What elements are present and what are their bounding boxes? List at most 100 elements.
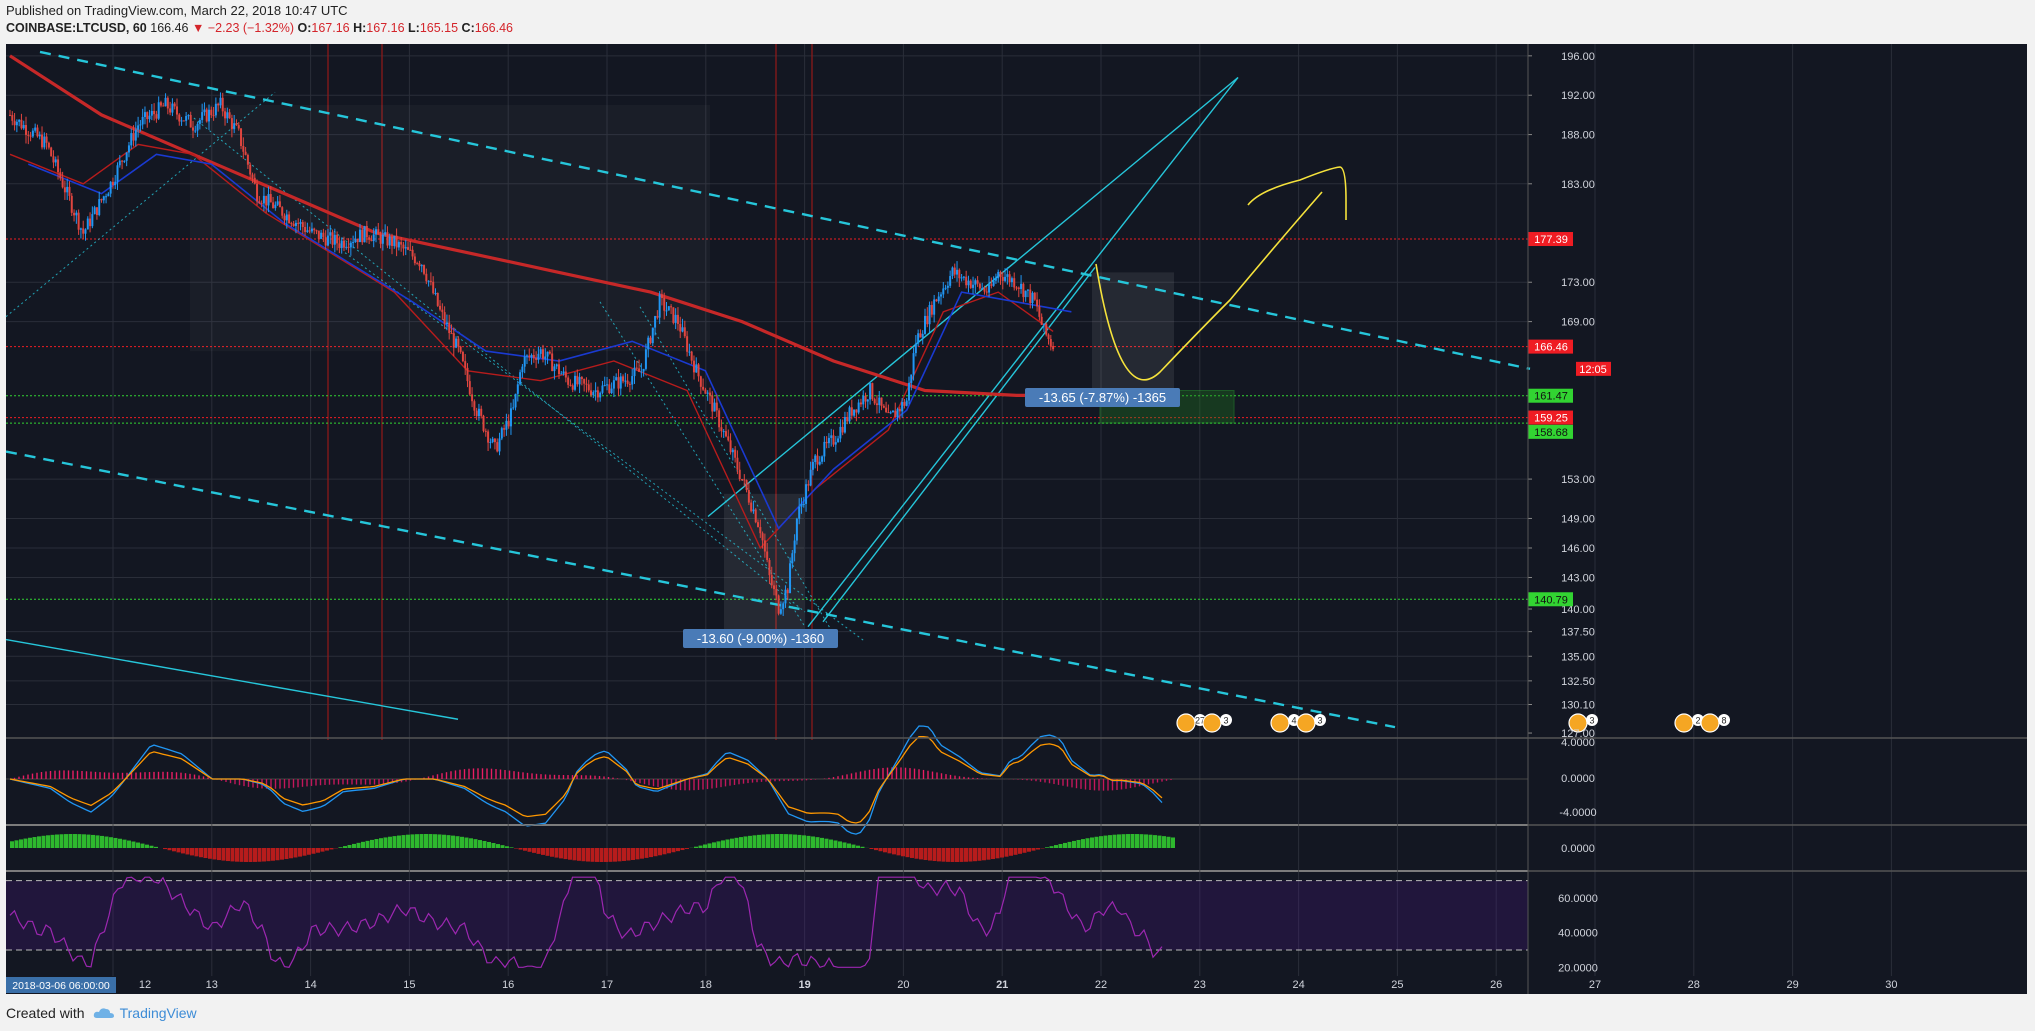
candle-body <box>148 115 151 120</box>
candle-body <box>260 203 263 205</box>
histogram-bar <box>149 845 154 848</box>
candle-body <box>841 426 844 433</box>
histogram-bar <box>793 834 797 848</box>
candle-body <box>146 112 149 120</box>
candle-body <box>848 407 851 422</box>
candle-body <box>107 193 110 197</box>
histogram-bar <box>1072 840 1076 848</box>
histogram-bar <box>1049 846 1054 848</box>
candle-body <box>608 384 611 394</box>
range-shade-1 <box>724 493 804 632</box>
candle-body <box>31 130 34 137</box>
price-chart[interactable]: -13.60 (-9.00%) -1360 -13.65 (-7.87%) -13… <box>0 0 2035 1000</box>
price-marker-text: 158.68 <box>1534 427 1568 439</box>
range-shade-3 <box>190 105 710 351</box>
candle-body <box>322 232 325 238</box>
candle-body <box>109 181 112 194</box>
candle-body <box>130 133 133 146</box>
candle-body <box>187 115 190 117</box>
histogram-bar <box>1045 847 1049 848</box>
candle-body <box>91 214 94 227</box>
candle-body <box>704 389 707 394</box>
rsi-band <box>6 880 1528 950</box>
candle-body <box>617 377 620 389</box>
candle-body <box>523 356 526 367</box>
histogram-bar <box>604 848 608 862</box>
event-flag-icon <box>1674 713 1694 733</box>
candle-body <box>281 207 284 216</box>
candle-body <box>795 518 798 541</box>
histogram-bar <box>86 834 91 848</box>
price-marker-text: 177.39 <box>1534 234 1568 246</box>
histogram-bar <box>1076 839 1081 848</box>
candle-body <box>132 133 135 141</box>
candle-body <box>528 355 531 358</box>
candle-body <box>745 480 748 490</box>
candle-body <box>553 366 556 372</box>
fan-line <box>5 91 276 318</box>
candle-body <box>727 436 730 441</box>
macd-axis-label: 0.0000 <box>1561 773 1595 785</box>
histogram-bar <box>95 835 100 848</box>
change-arrow: ▼ <box>191 21 205 35</box>
candle-body <box>885 407 888 413</box>
tradingview-logo[interactable]: TradingView <box>93 1005 197 1021</box>
candle-body <box>869 383 872 400</box>
candle-body <box>52 156 55 163</box>
candle-body <box>1029 289 1032 304</box>
histogram-bar <box>923 848 928 861</box>
candle-body <box>708 392 711 396</box>
candle-body <box>940 294 943 297</box>
candle-body <box>624 380 627 382</box>
candle-body <box>299 222 302 224</box>
candle-body <box>988 284 991 293</box>
candle-body <box>175 106 178 115</box>
candle-body <box>244 151 247 155</box>
candle-body <box>189 115 192 128</box>
time-label: 15 <box>403 979 415 991</box>
candle-body <box>370 239 373 242</box>
histogram-bar <box>896 848 901 856</box>
candle-body <box>681 327 684 332</box>
histogram-bar <box>842 842 847 848</box>
candle-body <box>763 540 766 552</box>
histogram-bar <box>455 836 460 848</box>
histogram-bar <box>644 848 649 858</box>
histogram-bar <box>788 834 793 848</box>
candle-body <box>432 281 435 294</box>
rsi: 60.0000 40.0000 20.0000 <box>6 876 1598 974</box>
histogram-bar <box>982 848 986 861</box>
price-label: 196.00 <box>1561 51 1595 63</box>
histogram-bar <box>410 834 415 848</box>
histogram-bar <box>136 842 140 848</box>
wedge-lower <box>822 267 1096 623</box>
candle-body <box>747 489 750 503</box>
candle-body <box>290 223 293 225</box>
candle-body <box>336 234 339 244</box>
candle-body <box>500 428 503 439</box>
candle-body <box>530 355 533 358</box>
candle-body <box>475 410 478 417</box>
histogram-bar <box>374 839 379 848</box>
candle-body <box>249 164 252 175</box>
candle-body <box>670 306 673 308</box>
histogram-bar <box>680 848 685 851</box>
candle-body <box>807 484 810 486</box>
histogram-bar <box>707 843 712 848</box>
histogram-bar <box>577 848 581 861</box>
candle-body <box>891 410 894 413</box>
histogram-bar <box>815 837 820 848</box>
candle-body <box>464 361 467 368</box>
time-label: 13 <box>206 979 218 991</box>
candle-body <box>544 356 547 359</box>
candle-body <box>143 112 146 117</box>
candle-body <box>285 214 288 221</box>
histogram-bar <box>991 848 995 860</box>
candle-body <box>496 442 499 452</box>
candle-body <box>402 244 405 249</box>
histogram-bar <box>397 835 401 848</box>
time-axis: 12 13 14 15 16 17 18 19 20 21 22 23 24 25 26 27 28 29 30 20… <box>6 977 1898 993</box>
candle-body <box>466 367 469 382</box>
histogram-bar <box>977 848 982 861</box>
histogram-bar <box>221 848 226 861</box>
